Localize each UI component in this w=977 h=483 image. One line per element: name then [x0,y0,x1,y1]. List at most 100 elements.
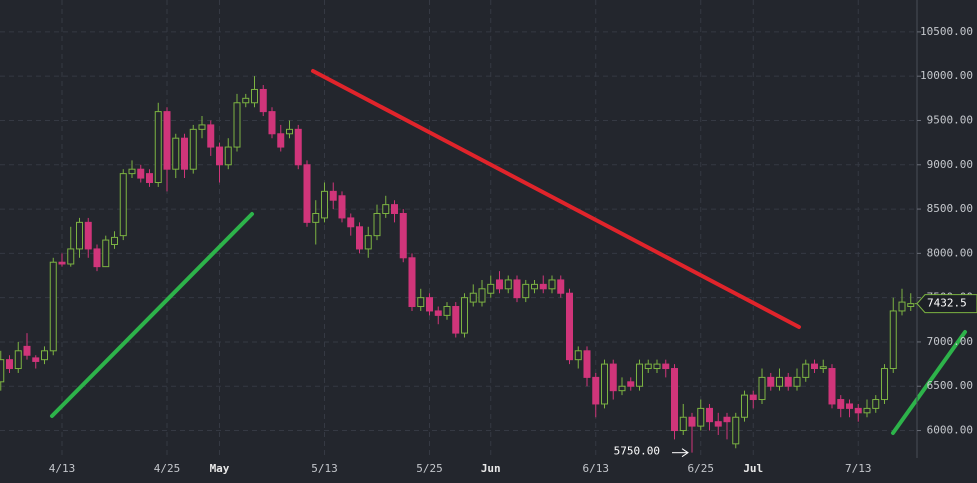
candle-body [461,297,468,334]
candle-body [889,310,897,370]
y-tick-label: 6000.00 [927,424,973,437]
candle-body [496,279,503,290]
candle-body [828,368,836,405]
candle-body [583,350,591,378]
candle-body [154,111,162,183]
candle-body [539,283,547,290]
candle-body [881,368,888,401]
last-price-label: 7432.5 [927,297,967,310]
low-marker-label: 5750.00 [614,445,660,458]
candle-body [688,416,696,427]
candle-body [749,394,757,401]
candle-body [364,235,372,250]
candle-body [119,173,127,237]
candle-body [277,133,285,148]
candle-body [714,421,722,427]
candle-body [163,111,171,170]
candle-body [382,204,390,214]
candle-body [233,102,241,148]
candle-body [522,283,530,299]
candle-body [408,257,416,308]
candle-body [679,416,687,432]
y-tick-label: 7000.00 [927,335,973,348]
candles [0,76,915,453]
candle-body [898,301,906,312]
candle-body [84,221,92,250]
candle-body [128,168,136,175]
x-tick-label: 5/25 [416,462,443,475]
candle-body [111,236,118,246]
candle-body [294,128,302,166]
x-tick-label: 4/25 [154,462,181,475]
candle-body [268,111,276,135]
candle-body [251,88,258,104]
candle-body [854,407,862,414]
candle-body [574,350,582,361]
candle-body [863,407,871,414]
candle-body [767,376,775,387]
candle-body [478,288,486,303]
low-marker-arrowhead [681,448,689,458]
candle-body [146,173,153,183]
candle-body [102,239,110,268]
candle-body [636,363,643,387]
candle-body [286,128,293,135]
x-tick-label: 6/25 [688,462,715,475]
y-tick-label: 8000.00 [927,246,973,259]
candle-body [819,366,827,370]
candle-body [723,416,731,423]
candle-body [41,350,48,361]
candle-body [513,279,521,299]
x-tick-label: 5/13 [311,462,338,475]
x-tick-label: May [210,462,230,475]
candle-body [58,261,66,265]
candle-body [706,407,713,423]
candle-body [373,212,381,237]
candle-body [732,416,740,445]
candle-body [93,248,101,268]
x-tick-label: Jun [481,462,501,475]
y-tick-label: 9500.00 [927,113,973,126]
candle-body [426,297,433,312]
candle-body [417,297,425,308]
y-tick-label: 8500.00 [927,202,973,215]
candle-body [837,399,845,409]
candle-body [338,195,346,219]
trend-line-up [891,330,967,435]
candle-body [566,292,573,361]
candle-body [609,363,617,392]
candle-body [76,221,83,250]
candle-body [653,363,661,370]
candle-body [399,212,407,259]
candle-body [872,399,880,409]
candle-body [23,345,31,356]
y-tick-label: 6500.00 [927,379,973,392]
candle-body [697,407,705,427]
labels: 6000.006500.007000.007500.008000.008500.… [49,25,977,475]
candle-body [181,137,188,170]
candle-body [329,190,337,201]
candle-body [662,363,670,370]
candle-body [207,124,215,148]
candle-body [303,164,311,223]
candle-body [189,128,197,170]
candle-body [758,376,766,401]
candle-body [452,306,460,334]
candle-body [784,376,792,387]
candle-body [776,376,783,387]
trend-line-up [50,212,254,418]
candle-body [531,283,538,290]
candle-body [846,403,853,409]
candle-body [347,217,355,228]
candle-body [469,292,477,303]
candle-body [434,310,442,316]
candle-body [321,190,328,219]
x-tick-label: 7/13 [845,462,872,475]
candle-body [548,279,556,290]
last-price-tag [916,294,977,314]
candle-body [592,376,600,405]
candle-body [356,226,363,250]
